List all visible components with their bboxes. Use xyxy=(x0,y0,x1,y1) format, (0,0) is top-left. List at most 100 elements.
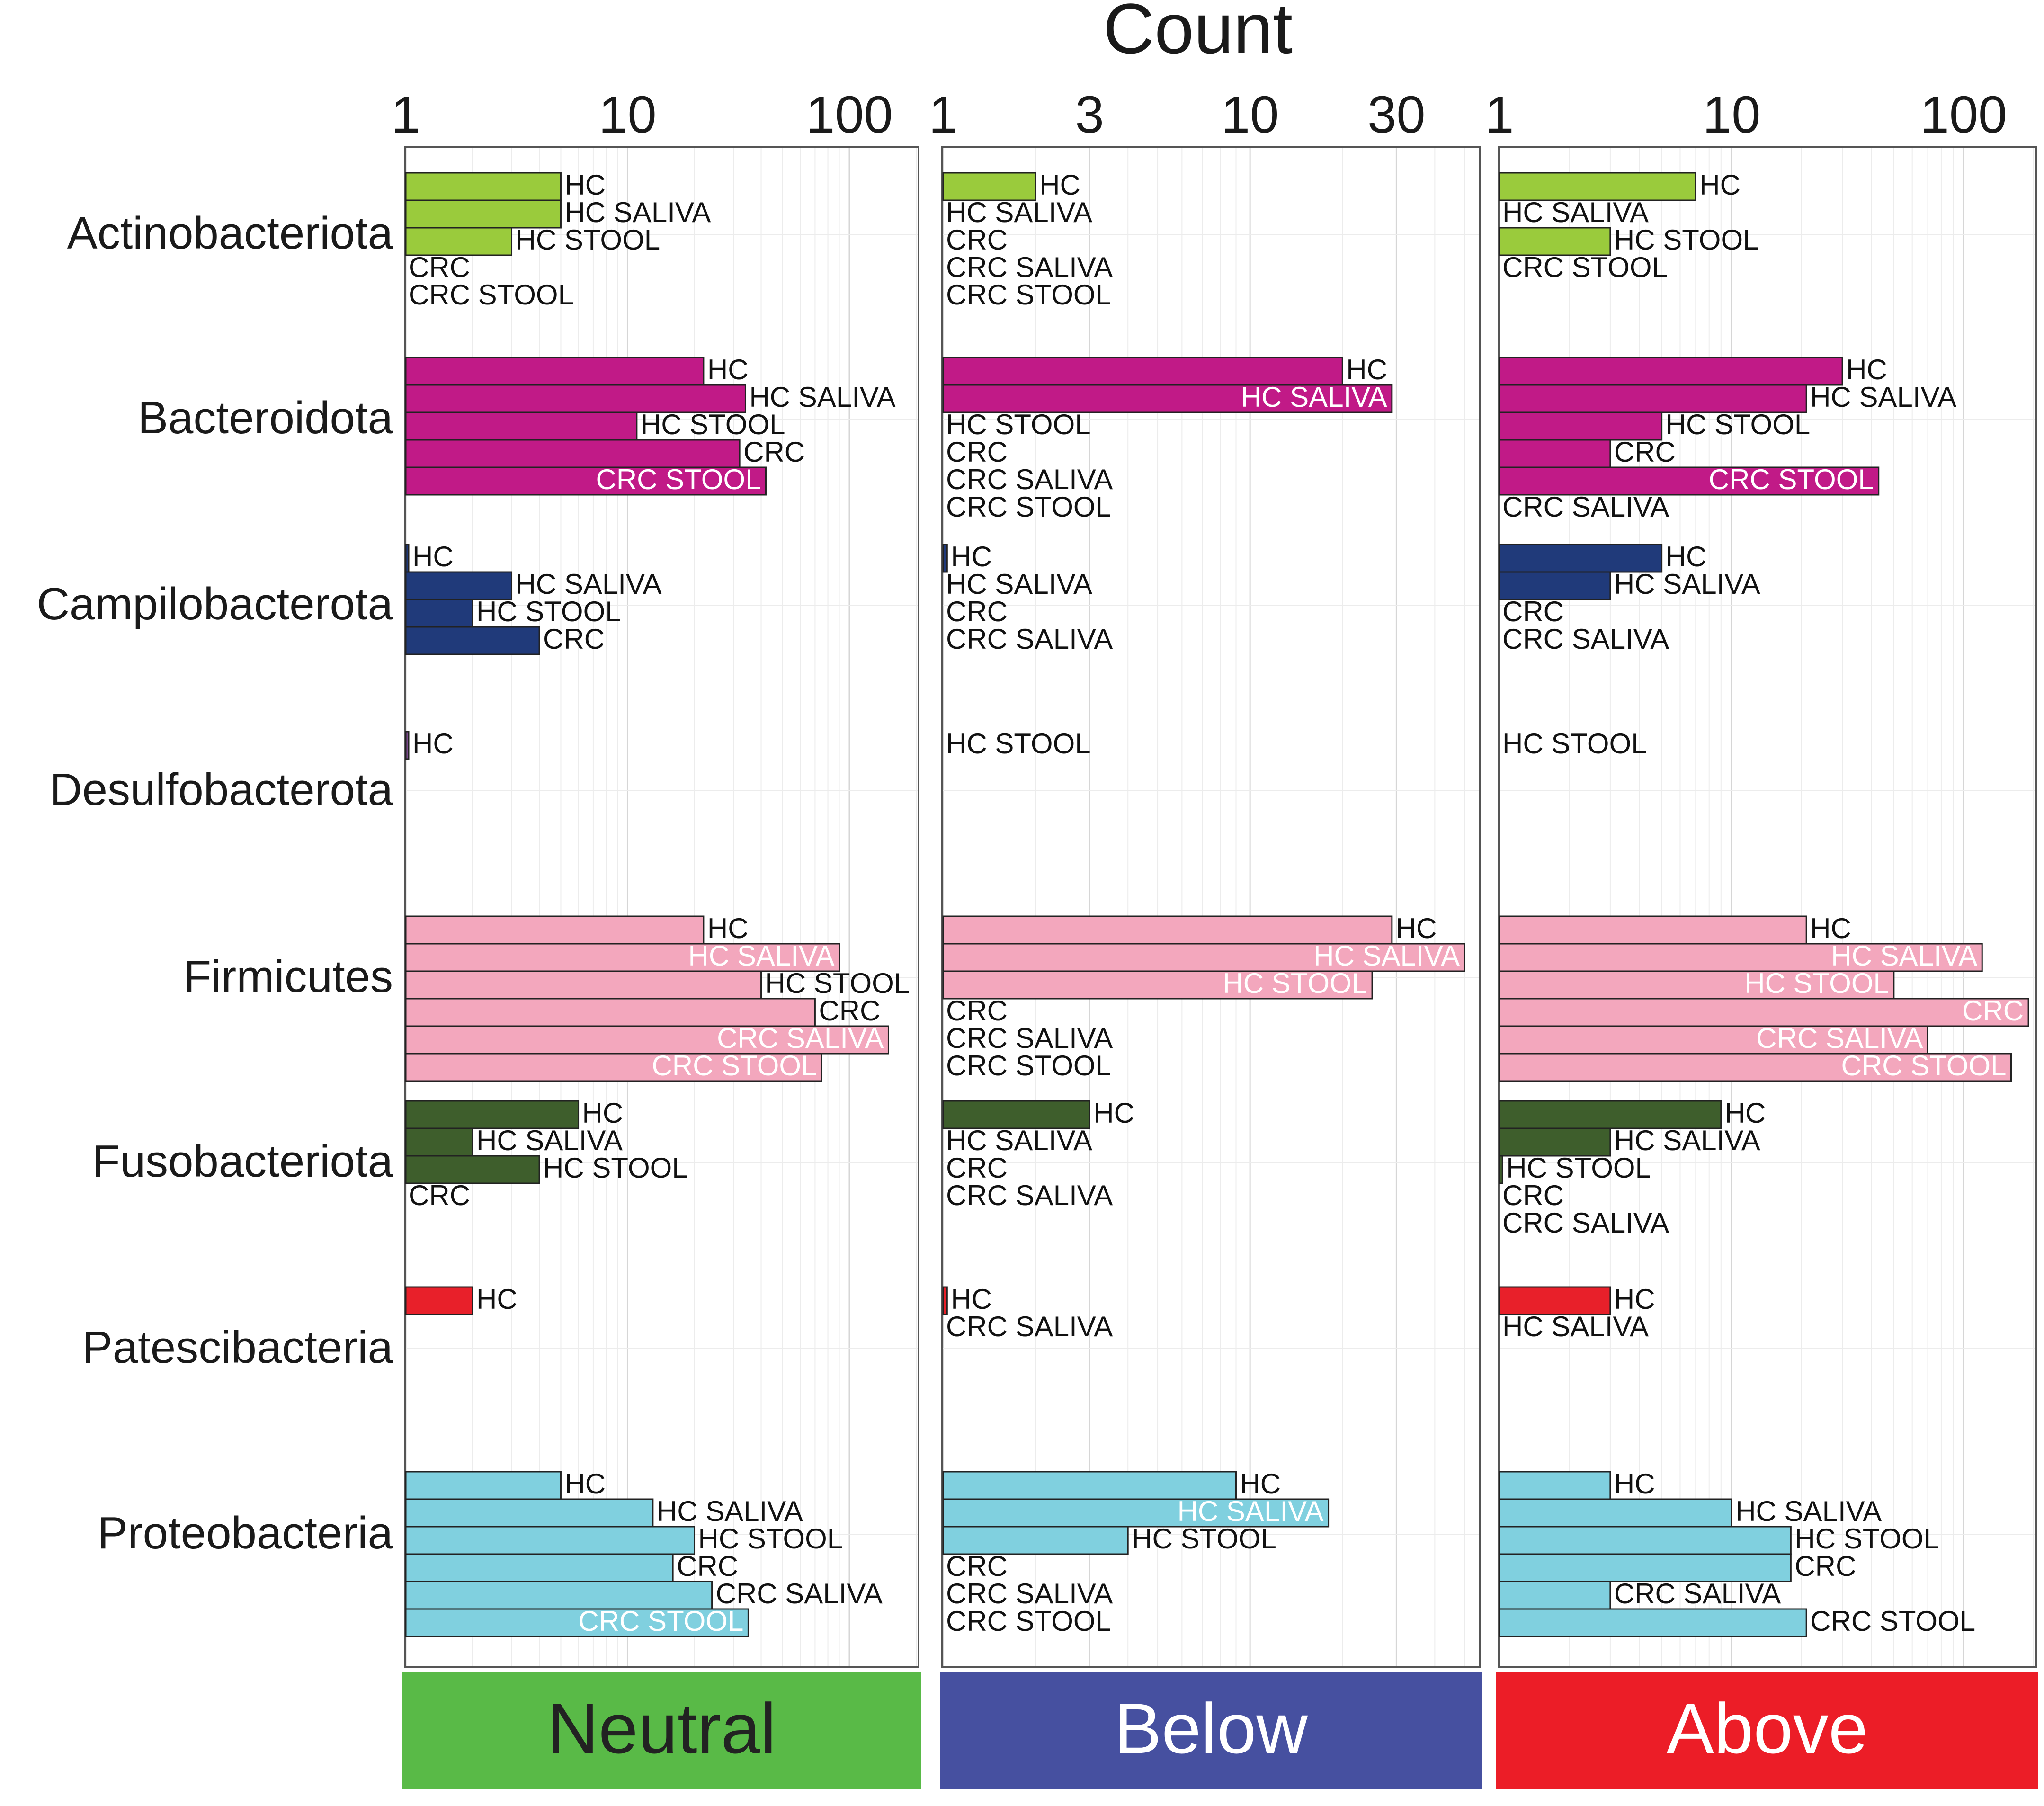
bar-label-hc-stool: HC STOOL xyxy=(946,409,1091,440)
bar-hc xyxy=(1499,1471,1611,1500)
bar-crc-stool xyxy=(1499,466,1880,496)
bar-hc xyxy=(405,1100,580,1129)
phylum-label-patescibacteria: Patescibacteria xyxy=(82,1322,393,1373)
bar-label-crc-saliva: CRC SALIVA xyxy=(946,1311,1113,1342)
bar-label-crc: CRC xyxy=(946,1550,1008,1582)
bar-hc xyxy=(405,357,705,386)
bar-crc-stool xyxy=(1499,1608,1807,1637)
bar-group-patescibacteria: HC xyxy=(405,1283,518,1315)
x-tick-label: 1 xyxy=(391,86,420,144)
bar-label-hc: HC xyxy=(1396,912,1437,944)
bar-label-hc: HC xyxy=(1725,1097,1766,1129)
bar-hc xyxy=(405,915,705,945)
x-tick-label: 30 xyxy=(1367,86,1425,144)
bar-label-hc: HC xyxy=(707,354,749,385)
bar-label-hc-stool: HC STOOL xyxy=(1794,1523,1939,1555)
bar-label-crc-saliva: CRC SALIVA xyxy=(717,1022,884,1054)
bar-hc-saliva xyxy=(405,571,513,600)
bar-label-hc-stool: HC STOOL xyxy=(1666,409,1811,440)
strip-label-neutral: Neutral xyxy=(547,1689,777,1768)
bar-label-crc-saliva: CRC SALIVA xyxy=(946,1022,1113,1054)
bar-label-hc-stool: HC STOOL xyxy=(946,728,1091,760)
bar-crc xyxy=(405,998,816,1027)
bar-label-hc-saliva: HC SALIVA xyxy=(564,197,711,228)
phylum-label-actinobacteriota: Actinobacteriota xyxy=(67,208,393,259)
bar-label-hc-saliva: HC SALIVA xyxy=(946,568,1092,600)
bar-hc-stool xyxy=(1499,970,1895,1000)
bar-hc xyxy=(1499,544,1663,573)
bar-label-hc-stool: HC STOOL xyxy=(641,409,785,440)
bar-hc-saliva xyxy=(942,1498,1330,1528)
strip-below xyxy=(940,1672,1482,1789)
phylum-label-desulfobacterota: Desulfobacterota xyxy=(49,764,393,815)
phylum-axis-labels: Actinobacteriota Bacteroidota Campilobacte… xyxy=(37,208,393,1558)
bar-label-crc-saliva: CRC SALIVA xyxy=(1614,1578,1781,1609)
bar-group-desulfobacterota: HC xyxy=(405,728,454,760)
bar-label-hc-saliva: HC SALIVA xyxy=(1810,381,1956,413)
bar-hc-saliva xyxy=(1499,1127,1611,1157)
bar-label-crc-saliva: CRC SALIVA xyxy=(946,251,1113,283)
bar-label-crc-stool: CRC STOOL xyxy=(1810,1605,1975,1637)
bar-label-crc-stool: CRC STOOL xyxy=(578,1605,743,1637)
bar-label-crc-stool: CRC STOOL xyxy=(1502,251,1668,283)
bar-label-hc: HC xyxy=(707,912,749,944)
bar-label-hc: HC xyxy=(1810,912,1851,944)
bar-label-hc-saliva: HC SALIVA xyxy=(1831,940,1977,972)
bar-label-hc: HC xyxy=(1846,354,1887,385)
bar-label-hc: HC xyxy=(951,541,992,572)
bar-hc xyxy=(1499,1286,1611,1315)
bar-hc-saliva xyxy=(405,1498,654,1528)
bar-hc xyxy=(942,172,1036,201)
bar-label-crc: CRC xyxy=(409,1180,470,1211)
bar-hc xyxy=(942,357,1343,386)
bar-hc-saliva xyxy=(405,1127,473,1157)
bar-label-crc-saliva: CRC SALIVA xyxy=(946,1578,1113,1609)
bar-label-crc-stool: CRC STOOL xyxy=(946,1050,1111,1082)
bar-label-hc-stool: HC STOOL xyxy=(1506,1152,1651,1184)
bar-crc xyxy=(1499,1553,1792,1582)
bar-label-hc-saliva: HC SALIVA xyxy=(749,381,895,413)
phylum-label-fusobacteriota: Fusobacteriota xyxy=(92,1136,393,1187)
bar-label-hc: HC xyxy=(582,1097,624,1129)
bar-label-hc: HC xyxy=(1240,1468,1281,1500)
bar-label-crc-stool: CRC STOOL xyxy=(946,279,1111,311)
bar-label-crc: CRC xyxy=(946,995,1008,1027)
bar-crc-saliva xyxy=(405,1581,713,1610)
bar-hc xyxy=(942,1100,1090,1129)
bar-label-hc-stool: HC STOOL xyxy=(1132,1523,1276,1555)
bar-hc-saliva xyxy=(942,384,1393,413)
bar-hc-saliva xyxy=(942,943,1465,972)
bar-label-crc-stool: CRC STOOL xyxy=(409,279,574,311)
bar-label-hc-stool: HC STOOL xyxy=(516,224,661,256)
bar-label-hc-stool: HC STOOL xyxy=(765,967,910,999)
bar-label-crc: CRC xyxy=(677,1550,738,1582)
bar-hc xyxy=(405,1286,473,1315)
bar-label-hc-saliva: HC SALIVA xyxy=(946,197,1092,228)
bar-group-desulfobacterota: HC STOOL xyxy=(1502,728,1647,760)
bar-hc xyxy=(1499,915,1807,945)
bar-label-hc: HC xyxy=(564,169,606,201)
bar-label-crc-saliva: CRC SALIVA xyxy=(946,464,1113,495)
phylum-label-firmicutes: Firmicutes xyxy=(183,951,393,1002)
strip-above xyxy=(1496,1672,2038,1789)
x-tick-label: 10 xyxy=(1221,86,1279,144)
bar-label-hc-stool: HC STOOL xyxy=(698,1523,843,1555)
bar-label-crc-stool: CRC STOOL xyxy=(946,1605,1111,1637)
strip-neutral xyxy=(402,1672,921,1789)
bar-label-crc: CRC xyxy=(409,251,470,283)
